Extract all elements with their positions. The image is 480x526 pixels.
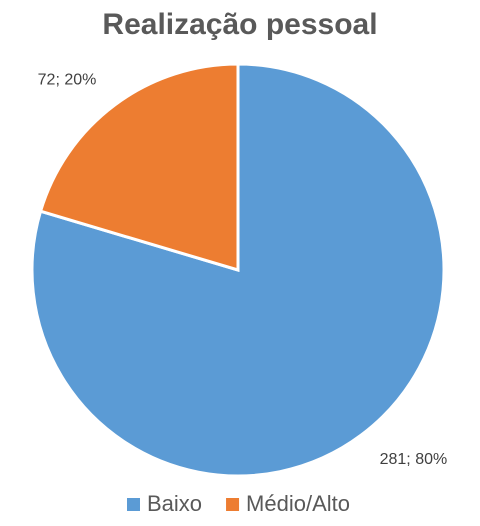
data-label: 281; 80%	[380, 451, 448, 468]
legend-label: Baixo	[147, 491, 202, 516]
legend-swatch	[127, 498, 140, 511]
data-label: 72; 20%	[38, 71, 97, 88]
legend-swatch	[226, 498, 240, 511]
pie-slice	[38, 62, 240, 273]
legend-label: Médio/Alto	[246, 491, 350, 516]
chart-title: Realização pessoal	[102, 8, 377, 41]
pie-slice	[30, 62, 446, 478]
